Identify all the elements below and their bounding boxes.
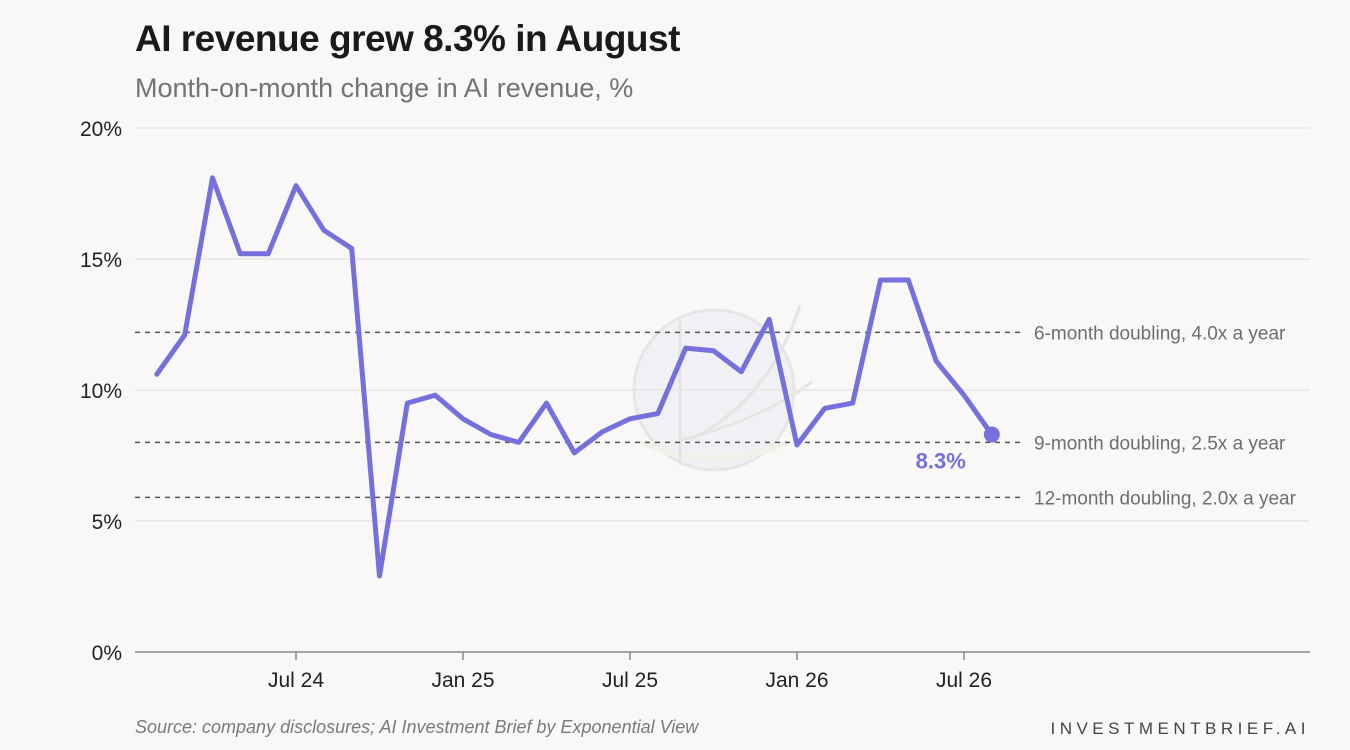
y-tick-label: 0% [92, 642, 122, 665]
chart-title: AI revenue grew 8.3% in August [135, 18, 680, 59]
chart-subtitle: Month-on-month change in AI revenue, % [135, 73, 634, 103]
reference-line-label: 9-month doubling, 2.5x a year [1034, 433, 1286, 454]
reference-line-label: 6-month doubling, 4.0x a year [1034, 323, 1286, 344]
reference-line-label: 12-month doubling, 2.0x a year [1034, 488, 1297, 509]
source-note: Source: company disclosures; AI Investme… [135, 717, 699, 737]
x-tick-label: Jan 25 [431, 669, 494, 692]
x-tick-label: Jul 26 [936, 669, 992, 692]
y-tick-label: 10% [80, 380, 122, 403]
x-tick-label: Jan 26 [765, 669, 828, 692]
brand-logo: INVESTMENTBRIEF.AI [1050, 719, 1310, 738]
y-tick-label: 15% [80, 249, 122, 272]
y-tick-label: 5% [92, 511, 122, 534]
x-tick-label: Jul 24 [268, 669, 324, 692]
x-tick-label: Jul 25 [602, 669, 658, 692]
end-point-marker [983, 426, 1000, 443]
end-value-label: 8.3% [916, 449, 966, 474]
series-line [154, 175, 995, 579]
y-tick-label: 20% [80, 118, 122, 141]
